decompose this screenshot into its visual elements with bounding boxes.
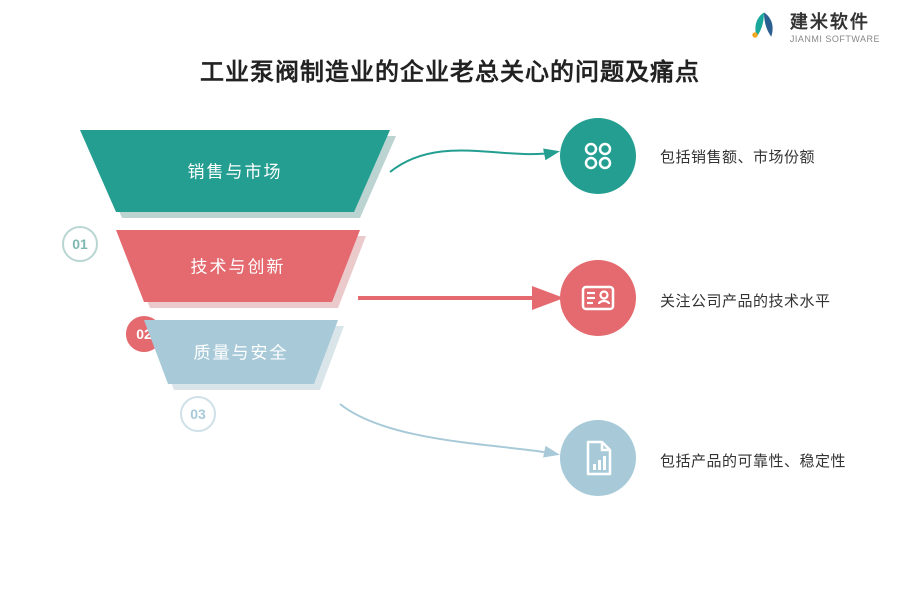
number-badge-3: 03 (180, 396, 216, 432)
description-2: 关注公司产品的技术水平 (660, 290, 831, 311)
funnel-label-3: 质量与安全 (144, 338, 338, 363)
connector-arrow (318, 258, 596, 338)
connector-arrow (300, 364, 596, 494)
logo: 建米软件 JIANMI SOFTWARE (746, 8, 880, 44)
logo-icon (746, 8, 782, 44)
number-badge-1: 01 (62, 226, 98, 262)
logo-text-cn: 建米软件 (790, 8, 880, 34)
logo-text-en: JIANMI SOFTWARE (790, 34, 880, 44)
connector-arrow (350, 112, 596, 212)
page-title: 工业泵阀制造业的企业老总关心的问题及痛点 (0, 52, 900, 87)
description-3: 包括产品的可靠性、稳定性 (660, 450, 846, 471)
funnel-layer-1: 销售与市场01 (80, 130, 390, 212)
funnel-label-1: 销售与市场 (80, 157, 390, 182)
description-1: 包括销售额、市场份额 (660, 146, 815, 167)
